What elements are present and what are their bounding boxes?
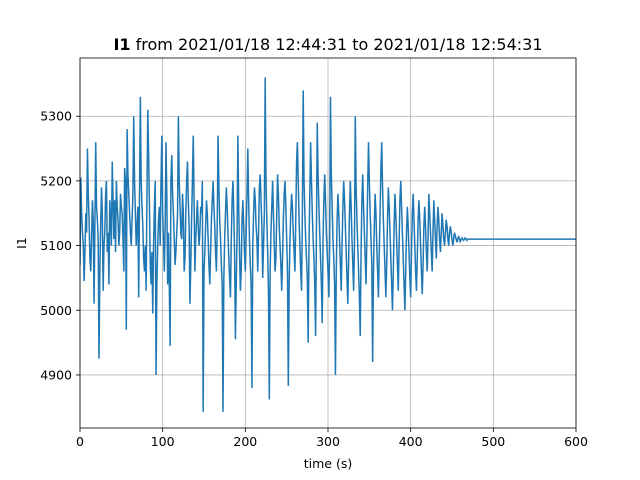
x-tick-label: 0 [76,434,84,449]
chart-title: I1 from 2021/01/18 12:44:31 to 2021/01/1… [113,35,542,54]
x-tick-label: 500 [481,434,505,449]
y-tick-label: 5100 [40,238,72,253]
y-tick-label: 4900 [40,367,72,382]
chart-title-rest: from 2021/01/18 12:44:31 to 2021/01/18 1… [131,35,543,54]
y-tick-label: 5300 [40,109,72,124]
y-tick-label: 5000 [40,303,72,318]
series-line-i1 [80,77,576,412]
y-axis-label: I1 [14,237,29,249]
x-tick-label: 200 [233,434,257,449]
x-axis-label: time (s) [304,456,352,471]
x-tick-label: 300 [316,434,340,449]
y-axis: 4900 5000 5100 5200 5300 [40,109,80,382]
x-tick-label: 400 [399,434,423,449]
x-tick-label: 600 [564,434,588,449]
x-tick-label: 100 [151,434,175,449]
chart-title-bold: I1 [113,35,130,54]
y-tick-label: 5200 [40,173,72,188]
x-axis: 0 100 200 300 400 500 600 [76,428,588,449]
